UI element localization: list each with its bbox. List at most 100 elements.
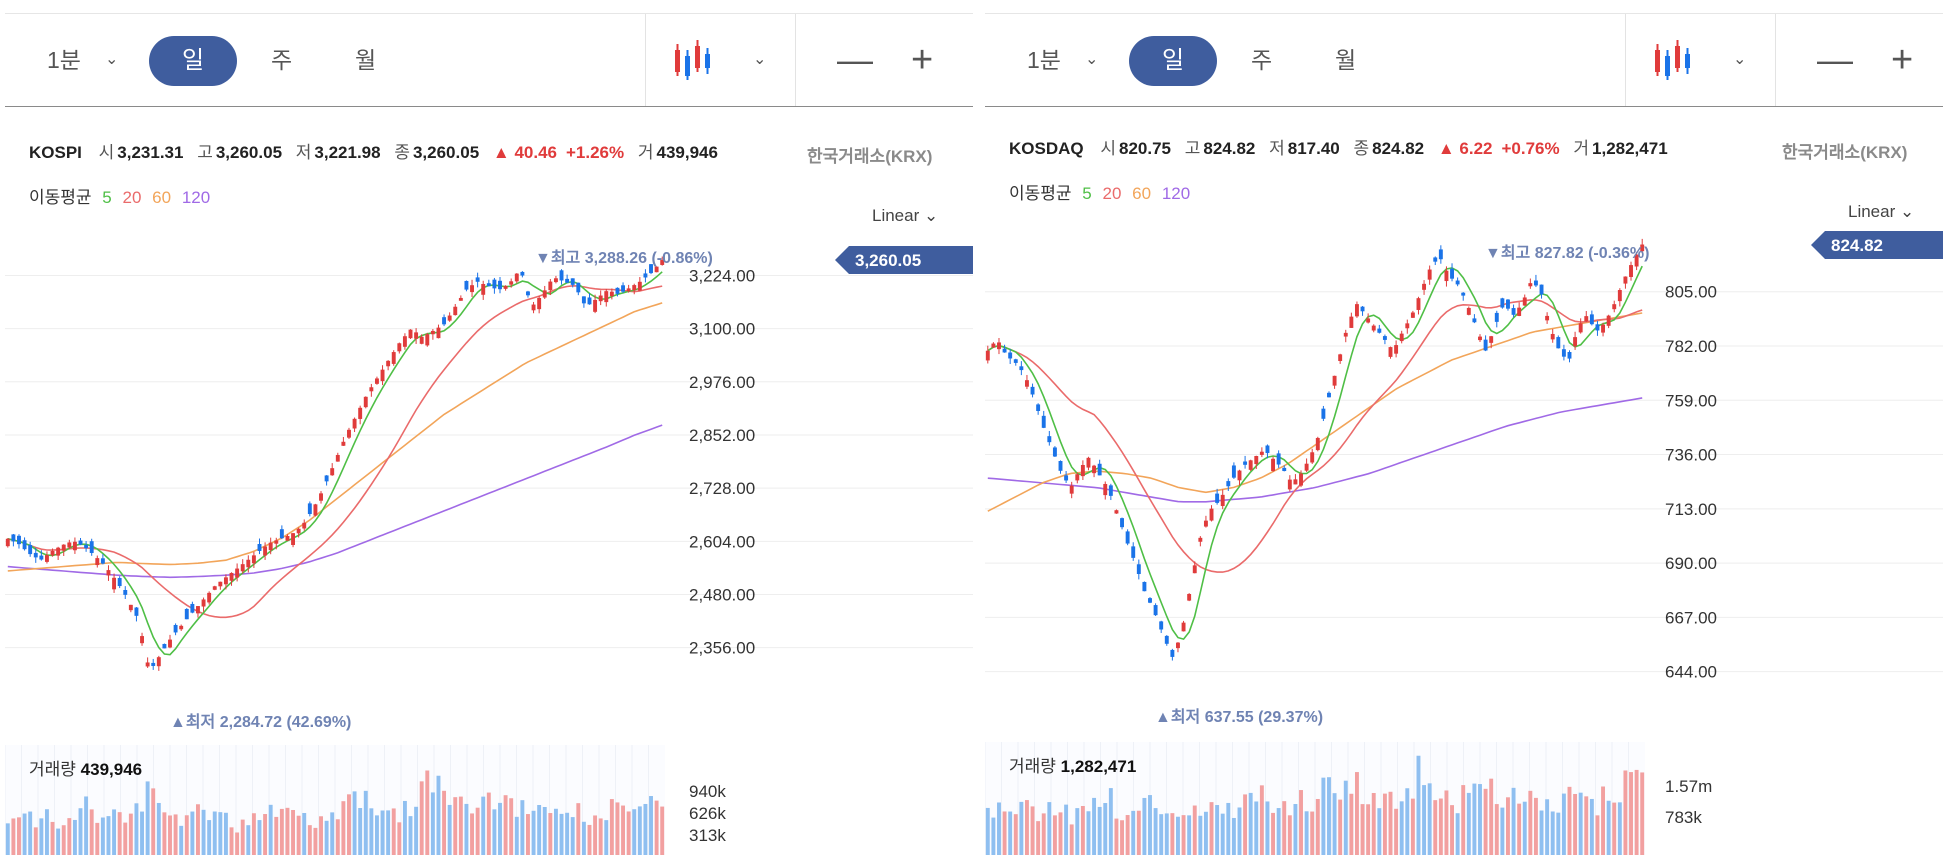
volume-bar bbox=[17, 817, 21, 855]
volume-bar bbox=[1466, 792, 1471, 855]
candle bbox=[1623, 276, 1628, 284]
top-divider bbox=[5, 13, 973, 14]
volume-bar bbox=[1041, 813, 1046, 855]
chevron-down-icon[interactable]: ⌄ bbox=[105, 51, 119, 68]
y-tick-label: 736.00 bbox=[1665, 446, 1717, 465]
y-tick-label: 713.00 bbox=[1665, 500, 1717, 519]
volume-bar bbox=[1327, 777, 1331, 855]
candle bbox=[347, 429, 351, 438]
candle bbox=[1450, 268, 1454, 279]
tab-week[interactable]: 주 bbox=[271, 47, 293, 73]
volume-bar bbox=[397, 822, 402, 855]
volume-bar bbox=[134, 803, 139, 855]
candle bbox=[196, 606, 200, 614]
volume-bar bbox=[1103, 803, 1108, 855]
scale-dropdown[interactable]: Linear ⌄ bbox=[1848, 202, 1914, 222]
candle bbox=[1002, 348, 1007, 353]
volume-bar bbox=[391, 808, 396, 855]
candle bbox=[341, 441, 346, 446]
volume-bar bbox=[1265, 801, 1270, 855]
candle bbox=[1299, 473, 1303, 486]
interval-dropdown[interactable]: 1분 bbox=[1027, 47, 1061, 73]
candle bbox=[430, 330, 435, 335]
volume-bar bbox=[470, 813, 474, 855]
volume-bar bbox=[296, 815, 301, 855]
current-price-tag bbox=[835, 245, 973, 274]
zoom-out-button[interactable]: — bbox=[1817, 39, 1853, 80]
candle bbox=[184, 608, 189, 620]
candle bbox=[207, 592, 212, 603]
candle bbox=[1097, 463, 1102, 476]
volume-bar bbox=[1131, 810, 1136, 855]
candle bbox=[1013, 359, 1018, 363]
current-price-tag bbox=[1811, 230, 1943, 259]
volume-bar bbox=[1506, 797, 1510, 855]
candle bbox=[1371, 325, 1376, 331]
volume-bar bbox=[1299, 790, 1303, 855]
kosdaq-candlestick-chart[interactable]: 644.00 667.00 690.00 713.00 736.00 759.00 782.… bbox=[985, 0, 1943, 863]
kosdaq-chart-panel: 1분 ⌄ 일 주 월 ⌄ — + KOSDAQ 시 820.75 고 824.82 … bbox=[985, 0, 1943, 863]
candle bbox=[229, 572, 234, 581]
volume-bar bbox=[598, 818, 603, 855]
candle bbox=[1136, 564, 1141, 575]
ma-label: 이동평균 bbox=[1009, 184, 1072, 203]
zoom-in-button[interactable]: + bbox=[1891, 39, 1914, 81]
volume-bar bbox=[1416, 755, 1421, 855]
candle bbox=[1192, 565, 1197, 574]
candle bbox=[117, 578, 122, 587]
volume-bar bbox=[1601, 786, 1606, 855]
candle bbox=[44, 555, 49, 562]
volume-bar bbox=[201, 809, 206, 855]
candle bbox=[374, 378, 379, 384]
candle bbox=[1248, 460, 1253, 470]
volume-tick-label: 1.57m bbox=[1665, 777, 1712, 796]
candle bbox=[134, 607, 139, 616]
volume-total: 439,946 bbox=[81, 760, 142, 779]
ma5-label: 5 bbox=[102, 188, 112, 207]
tab-month[interactable]: 월 bbox=[355, 47, 377, 73]
candle bbox=[1148, 598, 1152, 603]
volume-bar bbox=[1002, 811, 1007, 855]
scale-dropdown[interactable]: Linear ⌄ bbox=[872, 206, 938, 226]
y-tick-label: 2,356.00 bbox=[689, 639, 755, 658]
chevron-down-icon[interactable]: ⌄ bbox=[753, 51, 767, 68]
zoom-in-button[interactable]: + bbox=[911, 39, 934, 81]
y-tick-label: 690.00 bbox=[1665, 554, 1717, 573]
candle bbox=[307, 503, 312, 515]
interval-dropdown[interactable]: 1분 bbox=[47, 47, 81, 73]
candle bbox=[335, 454, 340, 462]
volume-tick-label: 626k bbox=[689, 804, 726, 823]
candle bbox=[1388, 347, 1393, 357]
ma20-line bbox=[987, 299, 1643, 573]
candle bbox=[1606, 315, 1611, 326]
kospi-candlestick-chart[interactable]: 2,356.00 2,480.00 2,604.00 2,728.00 2,852.00… bbox=[5, 0, 973, 863]
candle bbox=[548, 281, 553, 291]
candlestick-chart-icon[interactable] bbox=[1653, 38, 1697, 82]
candlestick-chart-icon[interactable] bbox=[673, 38, 717, 82]
candle bbox=[1304, 463, 1309, 471]
chevron-down-icon[interactable]: ⌄ bbox=[1085, 51, 1099, 68]
volume-bar bbox=[1248, 792, 1253, 855]
toolbar-divider bbox=[1775, 14, 1776, 106]
tab-day[interactable]: 일 bbox=[149, 36, 237, 86]
candle bbox=[61, 544, 66, 551]
zoom-out-button[interactable]: — bbox=[837, 39, 873, 80]
volume-bar bbox=[509, 798, 514, 855]
tab-week[interactable]: 주 bbox=[1251, 47, 1273, 73]
chevron-down-icon[interactable]: ⌄ bbox=[1733, 51, 1747, 68]
volume-bar bbox=[514, 816, 519, 855]
volume-bar bbox=[1243, 794, 1248, 855]
candle bbox=[1215, 493, 1220, 503]
candle bbox=[1036, 404, 1041, 411]
volume-bar bbox=[179, 825, 184, 855]
tab-day[interactable]: 일 bbox=[1129, 36, 1217, 86]
tab-month[interactable]: 월 bbox=[1335, 47, 1357, 73]
candle bbox=[95, 558, 100, 566]
volume-bar bbox=[1176, 816, 1180, 855]
candle bbox=[542, 290, 547, 298]
candle bbox=[637, 281, 642, 291]
volume-bar bbox=[991, 817, 996, 855]
volume-bar bbox=[112, 809, 117, 855]
volume-bar bbox=[1640, 772, 1645, 855]
chevron-down-icon: ⌄ bbox=[1900, 202, 1915, 221]
